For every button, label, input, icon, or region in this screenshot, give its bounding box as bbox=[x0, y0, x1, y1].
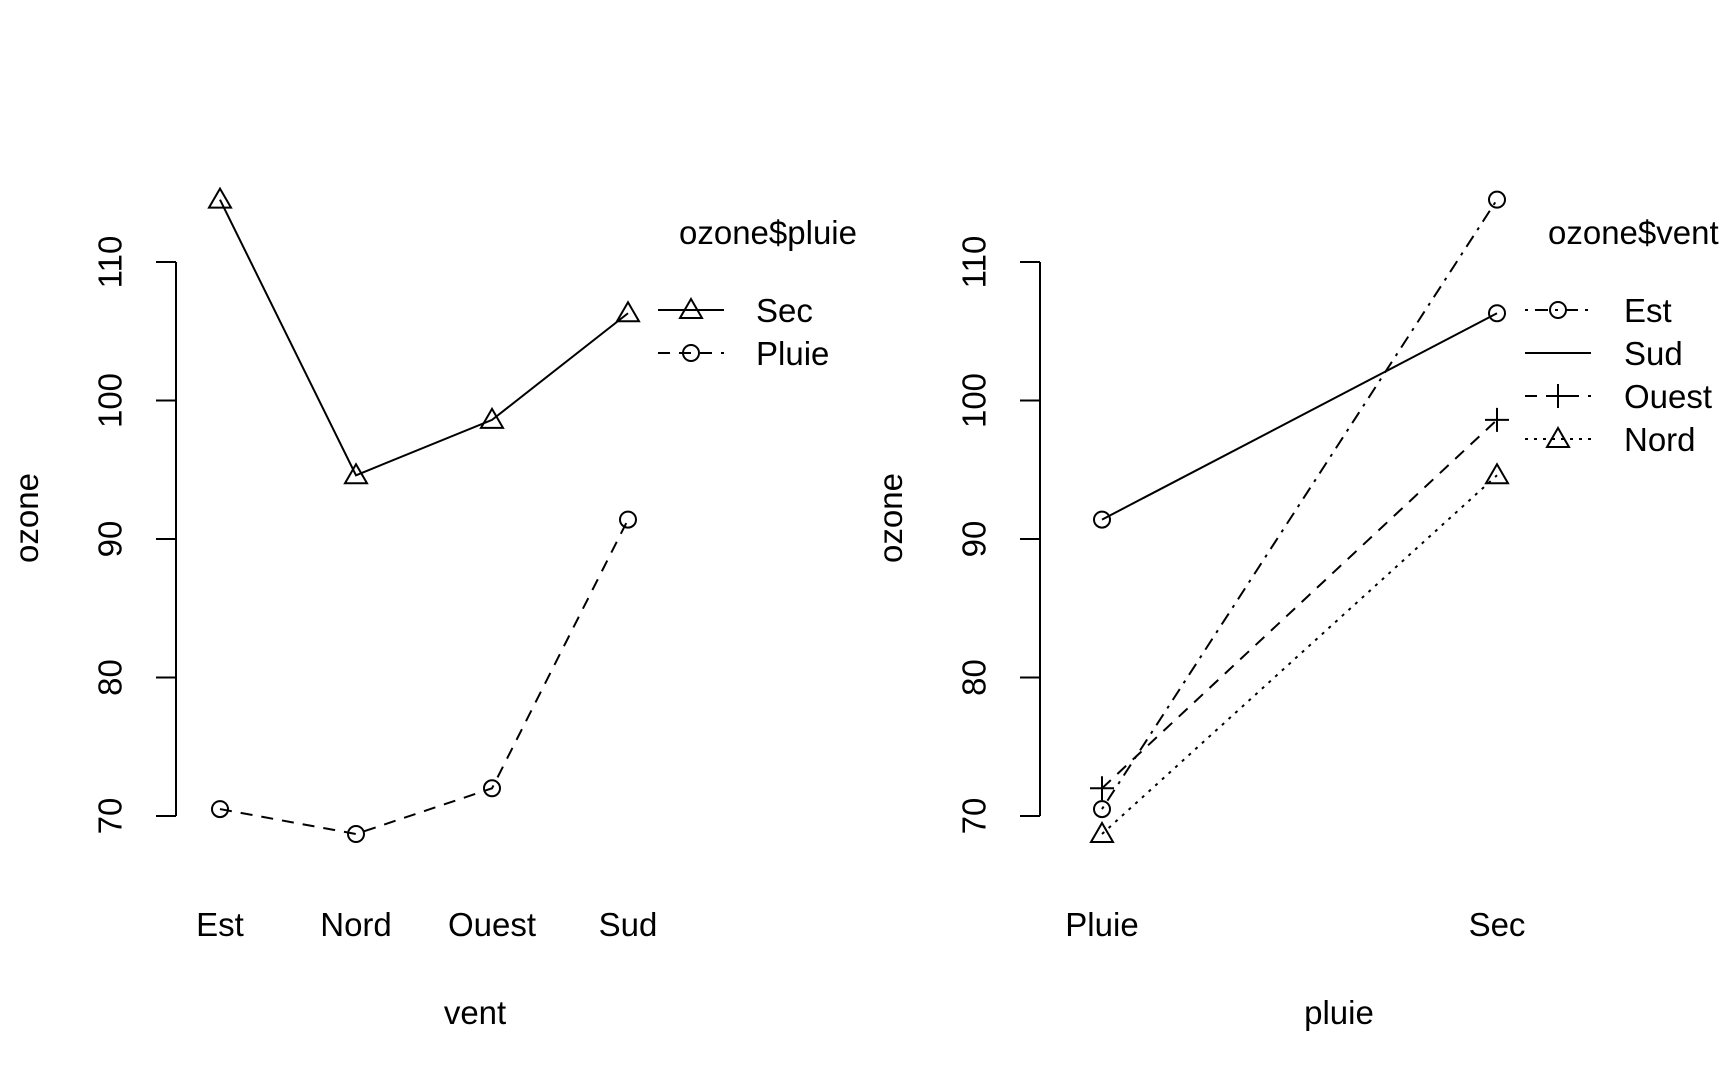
y-tick-label: 80 bbox=[956, 659, 993, 696]
data-point bbox=[211, 800, 229, 819]
data-point bbox=[1484, 462, 1510, 485]
y-tick-label: 90 bbox=[92, 521, 129, 558]
legend-marker bbox=[1546, 384, 1570, 408]
legend-entry: Pluie bbox=[756, 335, 829, 372]
legend-entry: Sec bbox=[756, 292, 813, 329]
series-line bbox=[219, 519, 629, 836]
y-tick-label: 110 bbox=[92, 236, 129, 289]
y-tick-label: 90 bbox=[956, 521, 993, 558]
x-tick-label: Est bbox=[196, 906, 244, 943]
data-point bbox=[347, 825, 365, 844]
x-tick-label: Ouest bbox=[448, 906, 536, 943]
series-line bbox=[1101, 419, 1498, 790]
legend-marker bbox=[1545, 426, 1571, 448]
legend-entry: Est bbox=[1624, 292, 1672, 329]
data-point bbox=[1485, 407, 1509, 432]
data-point bbox=[615, 300, 641, 323]
series-sud bbox=[1093, 304, 1506, 529]
data-point bbox=[619, 510, 637, 529]
legend-marker bbox=[682, 344, 700, 362]
legend-title: ozone$vent bbox=[1548, 214, 1719, 251]
legend-marker bbox=[678, 297, 704, 319]
series-line bbox=[1101, 199, 1498, 810]
y-tick-label: 70 bbox=[956, 798, 993, 835]
data-point bbox=[1488, 190, 1506, 209]
data-point bbox=[483, 779, 501, 798]
series-line bbox=[219, 199, 629, 477]
x-tick-label: Sud bbox=[599, 906, 658, 943]
x-tick-label: Sec bbox=[1469, 906, 1526, 943]
series-est bbox=[1093, 190, 1506, 819]
data-point bbox=[207, 186, 233, 209]
y-axis-label: ozone bbox=[872, 473, 909, 563]
y-tick-label: 110 bbox=[956, 236, 993, 289]
legend: Est Sud Ouest Nord bbox=[1525, 292, 1712, 458]
legend-entry: Nord bbox=[1624, 421, 1696, 458]
data-point bbox=[343, 462, 369, 485]
data-point bbox=[1488, 304, 1506, 323]
y-axis: 70 80 90 100 110 bbox=[956, 236, 1041, 835]
x-axis-label: pluie bbox=[1304, 994, 1374, 1031]
x-tick-label: Nord bbox=[320, 906, 392, 943]
data-point bbox=[479, 406, 505, 429]
panel-ozone-by-pluie: ozone pluie ozone$vent 70 80 90 100 110 Pluie… bbox=[872, 190, 1719, 1031]
series-ouest bbox=[1090, 407, 1509, 801]
series-nord bbox=[1089, 462, 1510, 844]
data-point bbox=[1093, 800, 1111, 819]
legend: Sec Pluie bbox=[658, 292, 829, 372]
legend-marker bbox=[1549, 301, 1567, 319]
y-axis: 70 80 90 100 110 bbox=[92, 236, 177, 835]
series-line bbox=[1101, 312, 1498, 521]
x-tick-label: Pluie bbox=[1065, 906, 1138, 943]
legend-entry: Ouest bbox=[1624, 378, 1712, 415]
data-point bbox=[1090, 776, 1114, 801]
y-tick-label: 100 bbox=[92, 373, 129, 428]
data-point bbox=[1093, 510, 1111, 529]
series-line bbox=[1101, 474, 1498, 835]
legend-entry: Sud bbox=[1624, 335, 1683, 372]
y-axis-label: ozone bbox=[8, 473, 45, 563]
y-tick-label: 100 bbox=[956, 373, 993, 428]
data-point bbox=[1089, 821, 1115, 844]
legend-title: ozone$pluie bbox=[679, 214, 857, 251]
series-pluie bbox=[211, 510, 637, 844]
y-tick-label: 70 bbox=[92, 798, 129, 835]
y-tick-label: 80 bbox=[92, 659, 129, 696]
x-axis-label: vent bbox=[444, 994, 506, 1031]
series-sec bbox=[207, 186, 641, 485]
panel-ozone-by-vent: ozone vent ozone$pluie 70 80 90 100 110 Est No… bbox=[8, 186, 857, 1031]
